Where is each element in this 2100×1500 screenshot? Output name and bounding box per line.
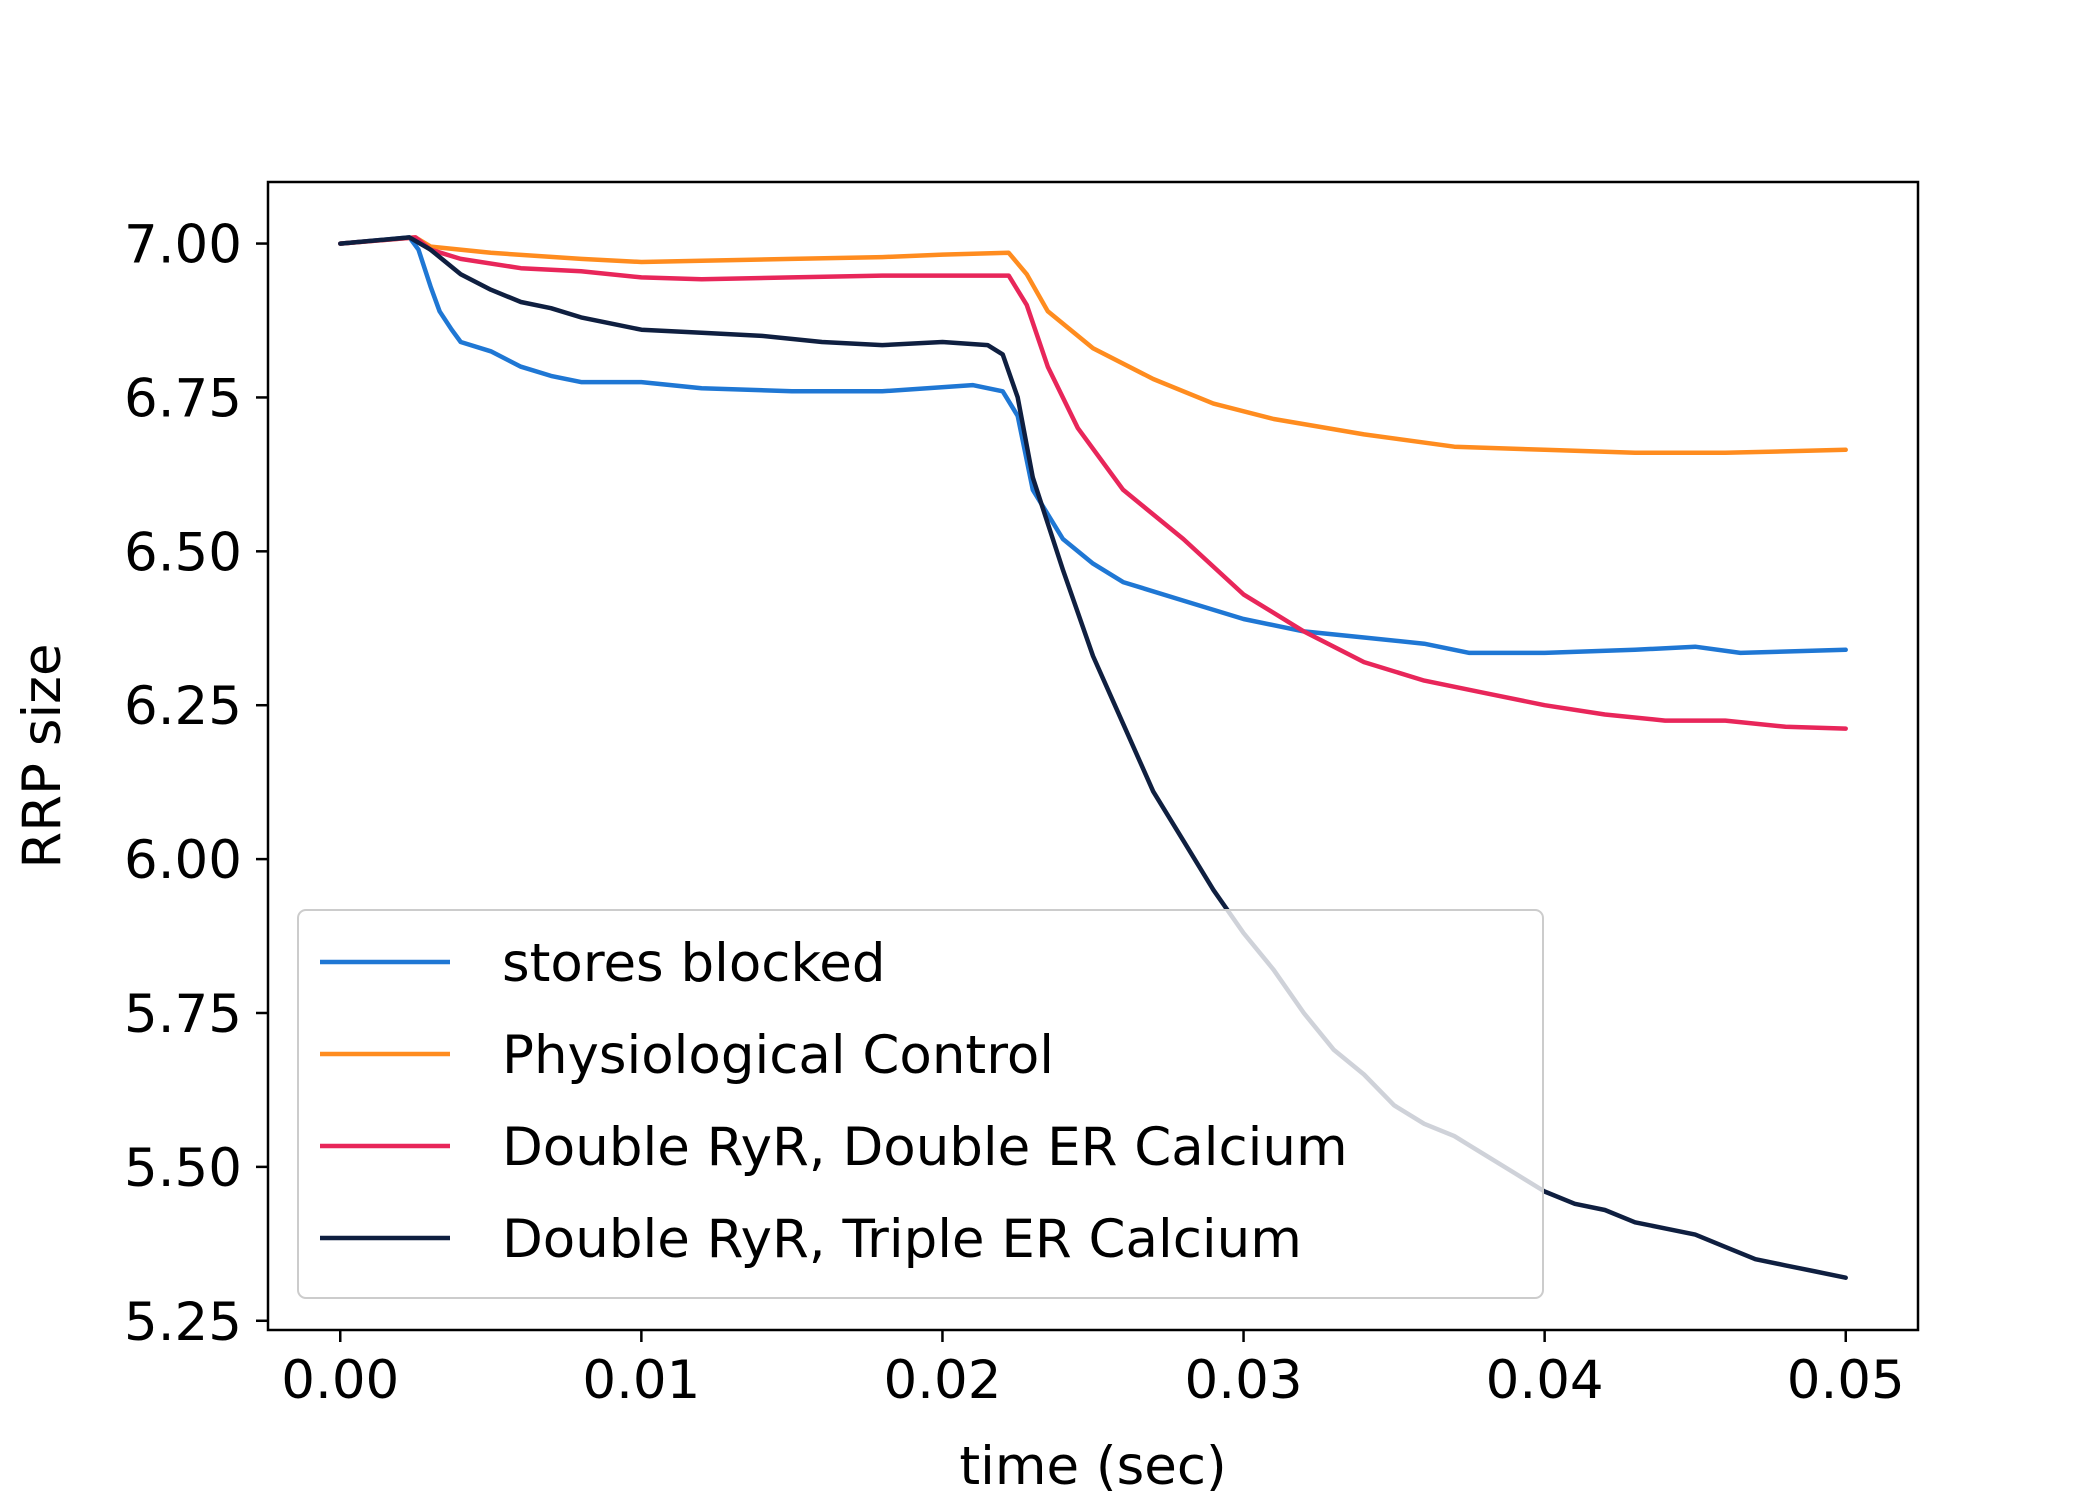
y-axis-title: RRP size [12, 643, 73, 868]
legend-label-4: Double RyR, Triple ER Calcium [502, 1209, 1302, 1270]
x-tick-label: 0.03 [1185, 1350, 1303, 1411]
legend-label-3: Double RyR, Double ER Calcium [502, 1117, 1348, 1178]
x-tick-label: 0.05 [1787, 1350, 1905, 1411]
legend-box [297, 909, 1544, 1299]
x-tick-label: 0.01 [582, 1350, 700, 1411]
series-line-1 [338, 235, 1848, 656]
x-tick-label: 0.00 [281, 1350, 399, 1411]
y-tick-label: 5.75 [124, 984, 242, 1045]
x-tick-label: 0.04 [1486, 1350, 1604, 1411]
y-tick-label: 5.50 [124, 1138, 242, 1199]
x-axis-title: time (sec) [959, 1436, 1226, 1497]
x-tick-label: 0.02 [883, 1350, 1001, 1411]
series-lines [338, 235, 1848, 1280]
legend: stores blocked Physiological Control Doubl… [297, 909, 1544, 1299]
y-tick-label: 6.50 [124, 522, 242, 583]
plot-area-frame [266, 180, 1920, 1332]
series-line-3 [338, 235, 1848, 731]
x-axis: 0.00 0.01 0.02 0.03 0.04 0.05 [281, 1330, 1905, 1411]
y-axis: 7.00 6.75 6.50 6.25 6.00 5.75 5.50 5.25 [124, 215, 268, 1353]
y-tick-label: 6.00 [124, 830, 242, 891]
series-line-2 [338, 235, 1848, 456]
y-tick-label: 7.00 [124, 215, 242, 276]
y-tick-label: 5.25 [124, 1292, 242, 1353]
y-tick-label: 6.25 [124, 676, 242, 737]
y-tick-label: 6.75 [124, 368, 242, 429]
legend-label-1: stores blocked [502, 933, 886, 994]
series-line-4 [338, 235, 1848, 1280]
legend-label-2: Physiological Control [502, 1025, 1054, 1086]
